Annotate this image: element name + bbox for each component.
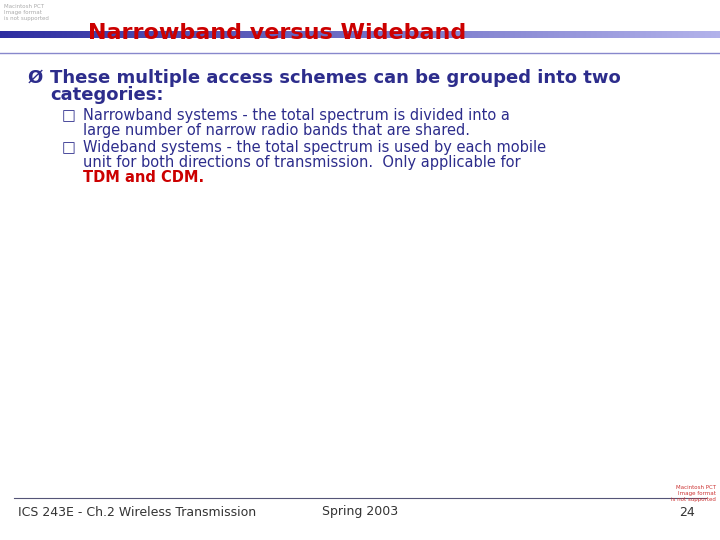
Text: Wideband systems - the total spectrum is used by each mobile: Wideband systems - the total spectrum is… (83, 140, 546, 155)
Text: TDM and CDM.: TDM and CDM. (83, 170, 204, 185)
Text: Macintosh PCT
Image format
is not supported: Macintosh PCT Image format is not suppor… (671, 485, 716, 502)
Text: Ø: Ø (28, 69, 43, 87)
Text: These multiple access schemes can be grouped into two: These multiple access schemes can be gro… (50, 69, 621, 87)
Text: unit for both directions of transmission.  Only applicable for: unit for both directions of transmission… (83, 155, 521, 170)
Text: Macintosh PCT
Image format
is not supported: Macintosh PCT Image format is not suppor… (4, 4, 49, 22)
Text: □: □ (62, 108, 76, 123)
Text: categories:: categories: (50, 86, 163, 104)
Text: 24: 24 (679, 505, 695, 518)
Text: Narrowband versus Wideband: Narrowband versus Wideband (88, 23, 467, 43)
Text: □: □ (62, 140, 76, 155)
Text: large number of narrow radio bands that are shared.: large number of narrow radio bands that … (83, 123, 470, 138)
Text: Spring 2003: Spring 2003 (322, 505, 398, 518)
Text: ICS 243E - Ch.2 Wireless Transmission: ICS 243E - Ch.2 Wireless Transmission (18, 505, 256, 518)
Text: Narrowband systems - the total spectrum is divided into a: Narrowband systems - the total spectrum … (83, 108, 510, 123)
